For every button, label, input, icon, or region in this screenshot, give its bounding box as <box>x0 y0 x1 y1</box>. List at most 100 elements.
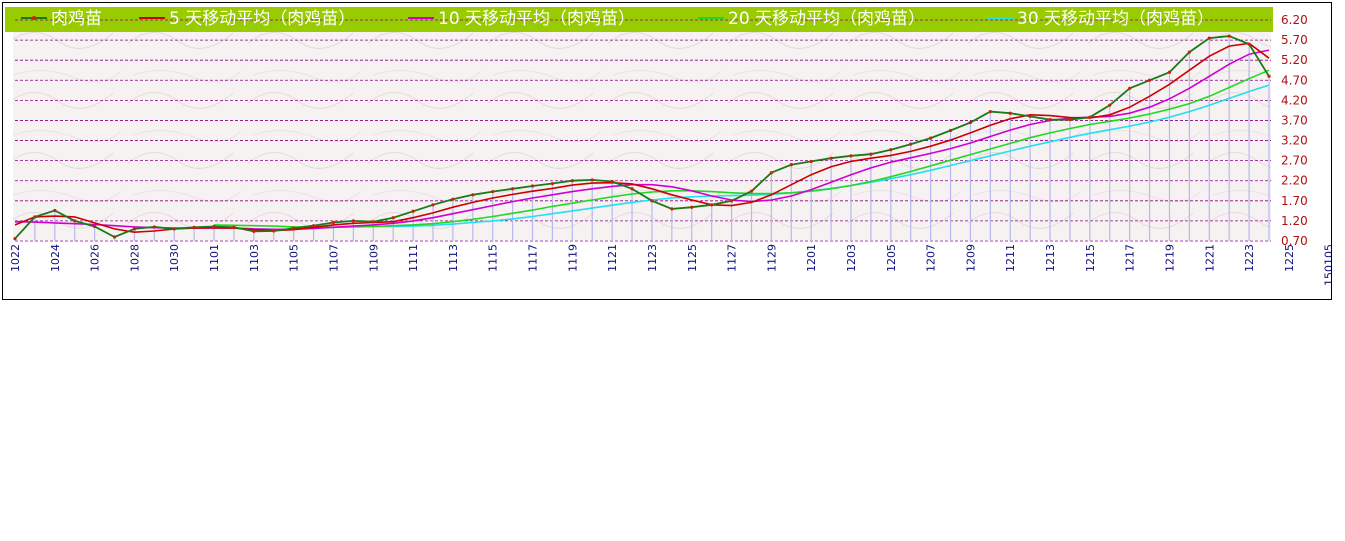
x-tick-label: 1211 <box>1004 244 1017 272</box>
data-point <box>93 224 97 229</box>
data-point <box>749 189 754 193</box>
data-point <box>809 159 813 164</box>
data-point <box>610 179 614 184</box>
legend-label: 20 天移动平均（肉鸡苗） <box>728 9 925 29</box>
data-point <box>351 219 355 223</box>
y-tick-label: 5.70 <box>1281 33 1308 47</box>
data-point <box>13 236 17 241</box>
data-point <box>192 225 196 229</box>
data-point <box>212 224 216 229</box>
x-tick-label: 1209 <box>964 244 977 272</box>
data-point <box>1207 36 1211 40</box>
data-point <box>53 208 57 213</box>
x-tick-label: 1125 <box>686 244 699 272</box>
data-point <box>1088 115 1092 119</box>
data-point <box>132 227 137 231</box>
data-point <box>232 225 236 229</box>
data-point <box>331 220 336 225</box>
x-tick-label: 1213 <box>1044 244 1057 272</box>
series-line <box>213 69 1270 229</box>
x-tick-label: 1215 <box>1084 244 1097 272</box>
chart-svg: 肉鸡苗 5 天移动平均（肉鸡苗） 10 天移动平均（肉鸡苗） 20 天移动平均（肉鸡苗… <box>5 7 1331 286</box>
data-point <box>311 224 316 228</box>
x-tick-label: 1201 <box>805 244 818 272</box>
data-point <box>829 156 833 160</box>
x-tick-label: 1026 <box>89 244 102 272</box>
legend-label: 30 天移动平均（肉鸡苗） <box>1017 9 1214 29</box>
data-point <box>570 179 574 183</box>
data-point <box>968 120 973 125</box>
data-point <box>1167 70 1172 74</box>
x-tick-label: 1024 <box>49 244 62 272</box>
data-point <box>411 209 415 213</box>
data-point <box>988 110 992 114</box>
data-point <box>511 187 515 191</box>
y-tick-label: 4.70 <box>1281 73 1308 87</box>
data-point <box>371 220 375 224</box>
data-point <box>769 171 773 175</box>
data-point <box>789 163 793 167</box>
data-point <box>152 225 156 229</box>
x-tick-label: 1203 <box>845 244 858 272</box>
x-tick-label: 1127 <box>726 244 739 272</box>
data-point <box>1108 103 1112 107</box>
data-point <box>889 148 893 152</box>
x-tick-label: 1221 <box>1203 244 1216 272</box>
data-point <box>1028 114 1032 119</box>
data-point <box>172 227 176 231</box>
data-point <box>292 226 296 230</box>
x-axis-ticks: 1022 1024 1026 1028 1030 1101 1103 1105 1107 1109… <box>9 244 1331 286</box>
y-tick-label: 1.70 <box>1281 194 1308 208</box>
data-point <box>530 184 535 188</box>
data-point <box>550 181 555 186</box>
y-tick-label: 3.20 <box>1281 134 1308 148</box>
x-tick-label: 1103 <box>248 244 261 272</box>
x-tick-label: 1022 <box>9 244 22 272</box>
y-tick-label: 0.70 <box>1281 234 1308 248</box>
data-point <box>909 142 913 146</box>
data-point <box>33 215 37 219</box>
y-tick-label: 2.20 <box>1281 174 1308 188</box>
data-point <box>650 199 654 203</box>
legend: 肉鸡苗 5 天移动平均（肉鸡苗） 10 天移动平均（肉鸡苗） 20 天移动平均（肉鸡苗… <box>21 9 1214 29</box>
data-point <box>590 178 594 182</box>
data-point <box>391 216 395 220</box>
y-tick-label: 6.20 <box>1281 13 1308 27</box>
data-point <box>491 189 495 194</box>
data-point <box>451 197 455 201</box>
x-tick-label: 1205 <box>885 244 898 272</box>
data-point <box>471 193 475 197</box>
x-tick-label: 1115 <box>487 244 500 272</box>
data-point <box>272 229 276 233</box>
series-line <box>14 42 1270 234</box>
x-tick-label: 1101 <box>208 244 221 272</box>
chart-frame: 肉鸡苗 5 天移动平均（肉鸡苗） 10 天移动平均（肉鸡苗） 20 天移动平均（肉鸡苗… <box>2 2 1332 300</box>
grid-layer <box>15 19 1271 242</box>
data-point <box>670 207 674 211</box>
x-tick-label: 1030 <box>168 244 181 272</box>
x-tick-label: 1121 <box>606 244 619 272</box>
data-point <box>1267 74 1271 78</box>
x-tick-label: 1123 <box>646 244 659 272</box>
x-tick-label: 1113 <box>447 244 460 272</box>
y-tick-label: 2.70 <box>1281 154 1308 168</box>
data-point <box>252 229 256 233</box>
legend-label: 肉鸡苗 <box>51 9 102 29</box>
x-tick-label: 1219 <box>1164 244 1177 272</box>
data-point <box>1247 42 1251 46</box>
data-point <box>729 199 734 203</box>
x-tick-label: 1111 <box>407 244 420 272</box>
data-point <box>1227 34 1231 38</box>
data-point <box>73 219 77 223</box>
x-tick-label: 1119 <box>566 244 579 272</box>
data-point <box>630 187 634 191</box>
series-line <box>14 35 1270 240</box>
data-point <box>1187 50 1191 54</box>
y-tick-label: 4.20 <box>1281 93 1308 107</box>
data-point <box>929 136 933 140</box>
x-tick-label: 1105 <box>288 244 301 272</box>
x-tick-label: 1107 <box>328 244 341 272</box>
x-tick-label: 1207 <box>925 244 938 272</box>
x-tick-label: 1109 <box>367 244 380 272</box>
legend-marker <box>32 16 36 20</box>
